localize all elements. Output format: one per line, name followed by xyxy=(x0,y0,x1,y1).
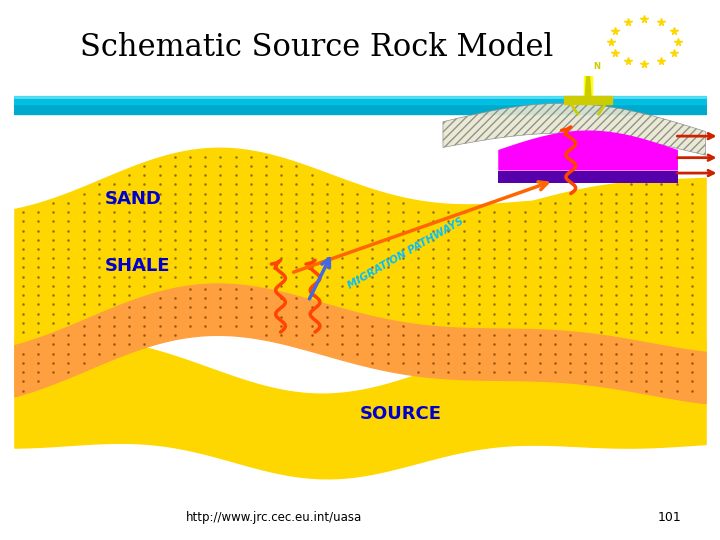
Polygon shape xyxy=(498,131,678,171)
Text: http://www.jrc.cec.eu.int/uasa: http://www.jrc.cec.eu.int/uasa xyxy=(186,511,361,524)
Polygon shape xyxy=(498,171,678,183)
Text: N: N xyxy=(593,62,600,71)
Text: SAND: SAND xyxy=(104,190,161,208)
Polygon shape xyxy=(443,103,706,155)
Text: MIGRATION PATHWAYS: MIGRATION PATHWAYS xyxy=(346,216,466,291)
Polygon shape xyxy=(585,65,592,96)
Text: SOURCE: SOURCE xyxy=(360,406,442,423)
Text: 101: 101 xyxy=(658,511,681,524)
Text: SHALE: SHALE xyxy=(104,256,170,274)
Text: Schematic Source Rock Model: Schematic Source Rock Model xyxy=(80,32,554,63)
